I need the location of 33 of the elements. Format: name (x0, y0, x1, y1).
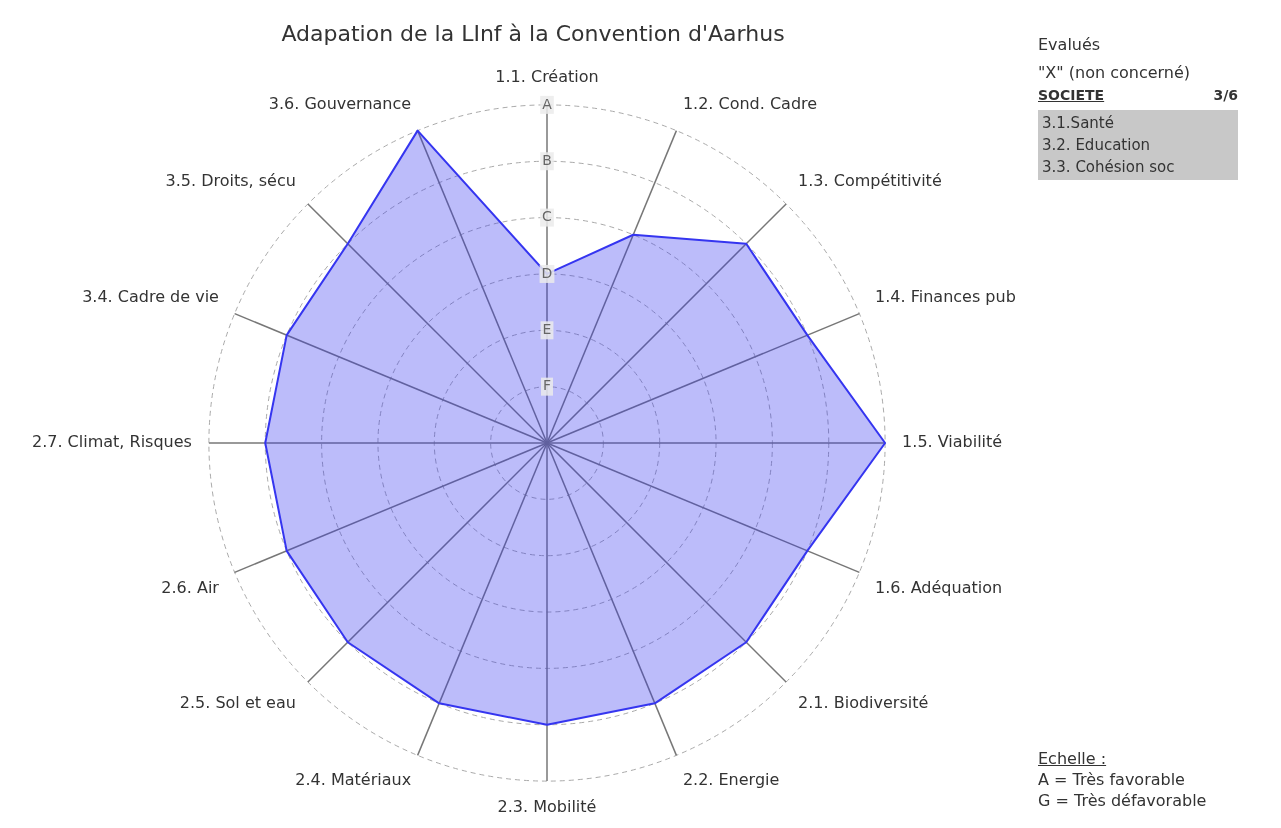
y-tick-label: A (542, 95, 553, 112)
y-tick-label: D (541, 264, 553, 281)
spoke-label: 1.4. Finances pub (875, 286, 1016, 306)
spoke-label: 2.4. Matériaux (295, 769, 412, 789)
text: Echelle : (1038, 748, 1108, 769)
text: "X" (non concerné) (1038, 62, 1192, 84)
text: Evalués (1038, 34, 1102, 56)
spoke-label: 1.6. Adéquation (875, 577, 1003, 597)
spoke-label: 1.5. Viabilité (902, 432, 1003, 452)
spoke-label: 3.4. Cadre de vie (82, 286, 219, 306)
text: 3.3. Cohésion soc (1042, 157, 1176, 178)
spoke-label: 2.1. Biodiversité (798, 692, 929, 712)
spoke-label: 2.3. Mobilité (497, 796, 597, 816)
text: 3/6 (1213, 86, 1238, 105)
spoke-label: 2.7. Climat, Risques (32, 432, 192, 452)
spoke-label: 1.1. Création (495, 67, 599, 87)
chart-title: Adapation de la LInf à la Convention d'Aarhus (281, 20, 785, 46)
spoke-label: 2.5. Sol et eau (179, 692, 296, 712)
y-tick-label: F (542, 377, 552, 394)
spoke-label: 2.6. Air (161, 577, 220, 597)
text: SOCIETE (1038, 86, 1105, 105)
text: 3.2. Education (1042, 135, 1152, 156)
spoke-label: 1.2. Cond. Cadre (682, 94, 818, 114)
text: G = Très défavorable (1038, 790, 1208, 811)
spoke-label: 3.5. Droits, sécu (165, 171, 296, 191)
text: 3.1.Santé (1042, 113, 1115, 134)
text: A = Très favorable (1038, 769, 1186, 790)
spoke-label: 1.3. Compétitivité (798, 171, 942, 191)
spoke-label: 3.6. Gouvernance (268, 94, 412, 114)
spoke-label: 2.2. Energie (682, 769, 780, 789)
y-tick-label: C (542, 208, 553, 225)
y-tick-label: B (542, 151, 552, 168)
y-tick-label: E (542, 320, 552, 337)
